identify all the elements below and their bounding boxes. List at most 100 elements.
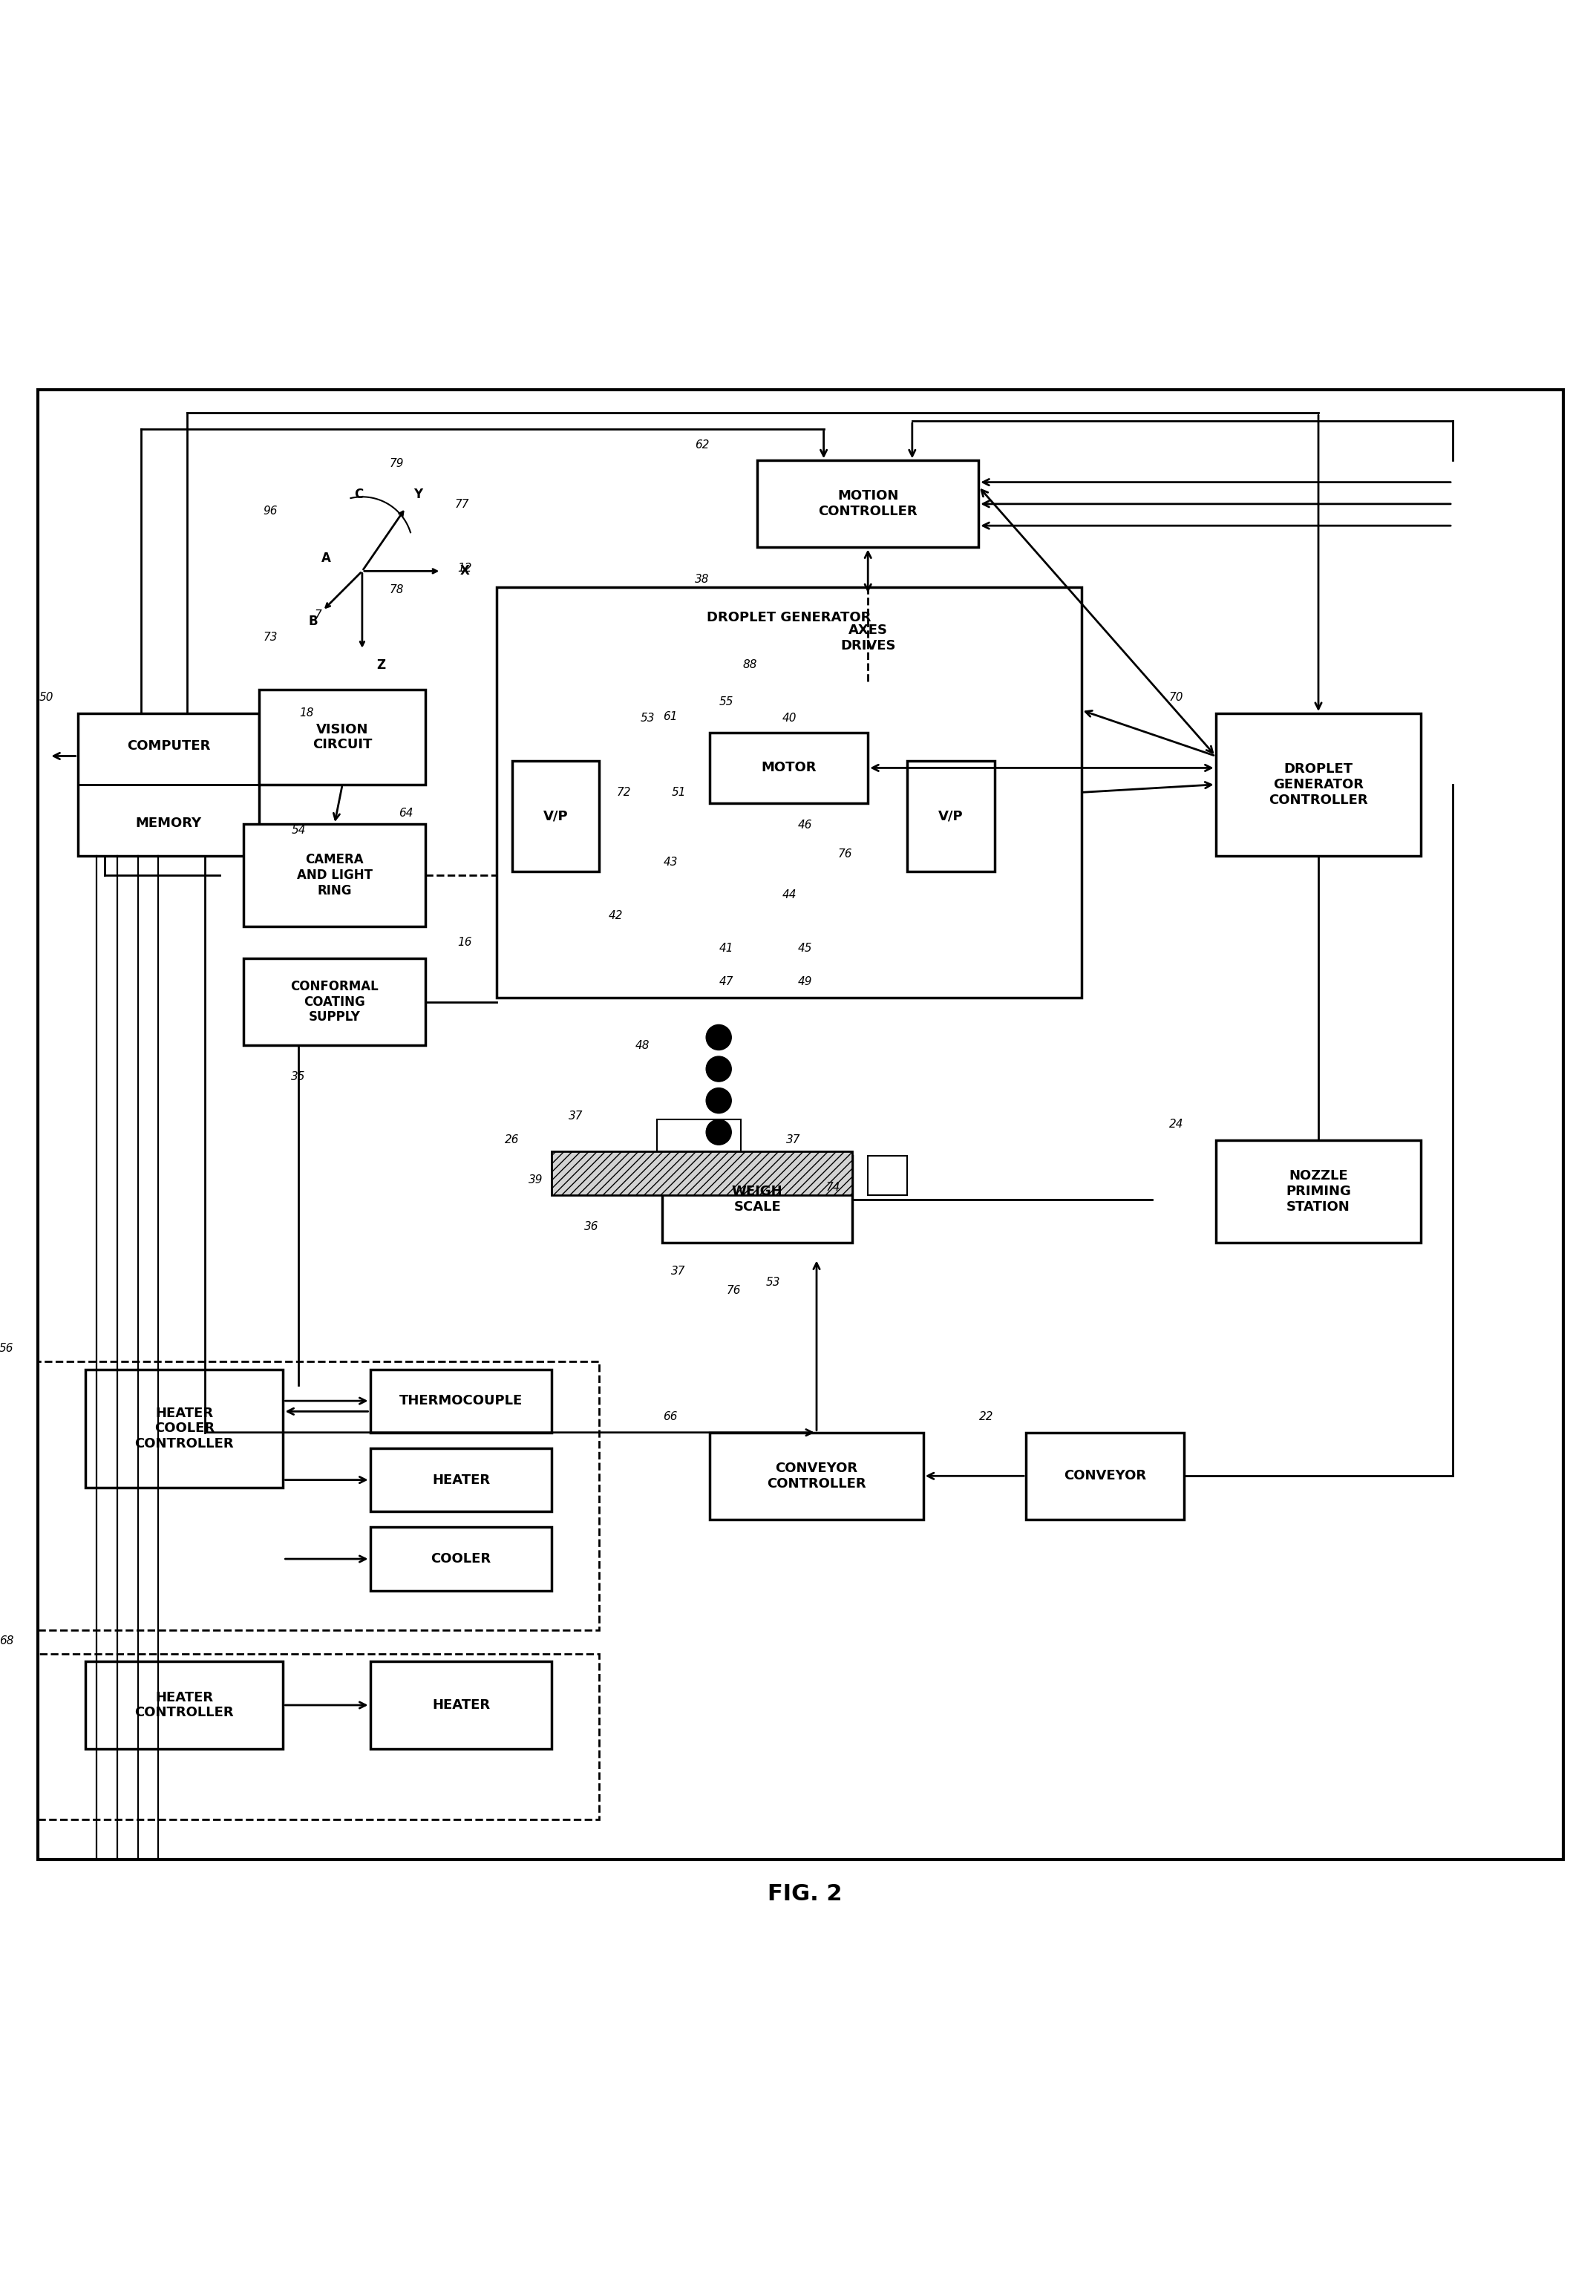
Text: VISION
CIRCUIT: VISION CIRCUIT bbox=[313, 723, 372, 751]
Text: 41: 41 bbox=[720, 944, 734, 955]
Text: AXES
DRIVES: AXES DRIVES bbox=[839, 625, 895, 652]
FancyBboxPatch shape bbox=[496, 588, 1082, 999]
Text: 96: 96 bbox=[263, 505, 278, 517]
Text: A: A bbox=[321, 551, 330, 565]
FancyBboxPatch shape bbox=[370, 1527, 552, 1591]
Text: 37: 37 bbox=[670, 1265, 686, 1277]
Text: 24: 24 bbox=[1168, 1118, 1183, 1130]
Text: Y: Y bbox=[413, 489, 423, 501]
Text: Z: Z bbox=[377, 659, 385, 673]
Text: 76: 76 bbox=[838, 850, 852, 859]
Text: CONVEYOR
CONTROLLER: CONVEYOR CONTROLLER bbox=[768, 1463, 867, 1490]
FancyBboxPatch shape bbox=[552, 1150, 852, 1196]
Text: 61: 61 bbox=[662, 712, 678, 721]
FancyBboxPatch shape bbox=[662, 1155, 852, 1242]
Text: 45: 45 bbox=[798, 944, 812, 955]
Text: 48: 48 bbox=[635, 1040, 650, 1052]
Text: 53: 53 bbox=[640, 712, 654, 723]
FancyBboxPatch shape bbox=[38, 390, 1564, 1860]
Text: 35: 35 bbox=[290, 1072, 305, 1081]
Text: 55: 55 bbox=[720, 696, 734, 707]
FancyBboxPatch shape bbox=[86, 1368, 282, 1488]
Text: 72: 72 bbox=[616, 788, 630, 799]
FancyBboxPatch shape bbox=[78, 714, 260, 856]
Text: 64: 64 bbox=[399, 808, 413, 817]
Text: 54: 54 bbox=[292, 824, 306, 836]
Text: 22: 22 bbox=[980, 1412, 994, 1421]
Text: MEMORY: MEMORY bbox=[136, 815, 201, 829]
Text: MOTOR: MOTOR bbox=[761, 762, 817, 774]
Text: DROPLET
GENERATOR
CONTROLLER: DROPLET GENERATOR CONTROLLER bbox=[1269, 762, 1368, 806]
Text: THERMOCOUPLE: THERMOCOUPLE bbox=[399, 1394, 522, 1407]
Text: 74: 74 bbox=[825, 1182, 841, 1194]
Text: 49: 49 bbox=[798, 976, 812, 987]
FancyBboxPatch shape bbox=[710, 1433, 922, 1520]
Text: 42: 42 bbox=[608, 909, 622, 921]
Text: 36: 36 bbox=[584, 1221, 598, 1233]
Text: MOTION
CONTROLLER: MOTION CONTROLLER bbox=[819, 489, 918, 519]
Text: CAMERA
AND LIGHT
RING: CAMERA AND LIGHT RING bbox=[297, 854, 372, 898]
FancyBboxPatch shape bbox=[710, 732, 868, 804]
Text: 12: 12 bbox=[458, 563, 472, 574]
Text: COOLER: COOLER bbox=[431, 1552, 492, 1566]
Text: 62: 62 bbox=[694, 439, 709, 450]
Text: 68: 68 bbox=[0, 1635, 14, 1646]
Text: NOZZLE
PRIMING
STATION: NOZZLE PRIMING STATION bbox=[1286, 1169, 1350, 1215]
Text: 39: 39 bbox=[528, 1173, 543, 1185]
FancyBboxPatch shape bbox=[1026, 1433, 1184, 1520]
Circle shape bbox=[705, 1088, 731, 1114]
FancyBboxPatch shape bbox=[908, 760, 994, 872]
FancyBboxPatch shape bbox=[244, 824, 426, 928]
Text: WEIGH
SCALE: WEIGH SCALE bbox=[733, 1185, 782, 1215]
Circle shape bbox=[705, 1120, 731, 1146]
Text: CONVEYOR: CONVEYOR bbox=[1065, 1469, 1146, 1483]
FancyBboxPatch shape bbox=[868, 1155, 908, 1196]
Text: HEATER
CONTROLLER: HEATER CONTROLLER bbox=[134, 1690, 235, 1720]
Circle shape bbox=[705, 1024, 731, 1049]
FancyBboxPatch shape bbox=[1216, 714, 1420, 856]
FancyBboxPatch shape bbox=[370, 1449, 552, 1511]
FancyBboxPatch shape bbox=[1216, 1141, 1420, 1242]
Text: 76: 76 bbox=[726, 1286, 741, 1295]
Text: V/P: V/P bbox=[543, 810, 568, 822]
Text: V/P: V/P bbox=[938, 810, 964, 822]
Text: 18: 18 bbox=[300, 707, 314, 719]
FancyBboxPatch shape bbox=[512, 760, 598, 872]
Text: 38: 38 bbox=[694, 574, 709, 585]
Text: 26: 26 bbox=[504, 1134, 520, 1146]
Text: 77: 77 bbox=[455, 498, 469, 510]
Text: C: C bbox=[354, 489, 364, 501]
Text: 56: 56 bbox=[0, 1343, 14, 1355]
Text: 73: 73 bbox=[263, 631, 278, 643]
Text: 51: 51 bbox=[672, 788, 686, 799]
Text: COMPUTER: COMPUTER bbox=[126, 739, 211, 753]
Text: 44: 44 bbox=[782, 889, 796, 900]
Text: HEATER: HEATER bbox=[433, 1474, 490, 1486]
Text: 79: 79 bbox=[389, 459, 404, 468]
Text: HEATER
COOLER
CONTROLLER: HEATER COOLER CONTROLLER bbox=[134, 1407, 235, 1451]
Text: 16: 16 bbox=[458, 937, 472, 948]
Circle shape bbox=[705, 1056, 731, 1081]
Text: 37: 37 bbox=[787, 1134, 801, 1146]
FancyBboxPatch shape bbox=[260, 689, 426, 785]
FancyBboxPatch shape bbox=[244, 957, 426, 1045]
Text: 7: 7 bbox=[314, 611, 321, 620]
Text: X: X bbox=[460, 565, 469, 579]
Text: 43: 43 bbox=[664, 856, 678, 868]
Text: 66: 66 bbox=[662, 1412, 678, 1421]
Text: B: B bbox=[308, 615, 318, 627]
FancyBboxPatch shape bbox=[757, 461, 978, 546]
Text: FIG. 2: FIG. 2 bbox=[768, 1883, 843, 1906]
Text: DROPLET GENERATOR: DROPLET GENERATOR bbox=[707, 611, 871, 625]
Text: 53: 53 bbox=[766, 1277, 780, 1288]
Text: 46: 46 bbox=[798, 820, 812, 831]
FancyBboxPatch shape bbox=[86, 1662, 282, 1750]
Text: 40: 40 bbox=[782, 712, 796, 723]
Text: 78: 78 bbox=[389, 585, 404, 595]
Text: 88: 88 bbox=[742, 659, 757, 670]
FancyBboxPatch shape bbox=[757, 595, 978, 682]
Text: 47: 47 bbox=[720, 976, 734, 987]
Text: CONFORMAL
COATING
SUPPLY: CONFORMAL COATING SUPPLY bbox=[290, 980, 378, 1024]
Text: 50: 50 bbox=[38, 691, 53, 703]
FancyBboxPatch shape bbox=[370, 1368, 552, 1433]
